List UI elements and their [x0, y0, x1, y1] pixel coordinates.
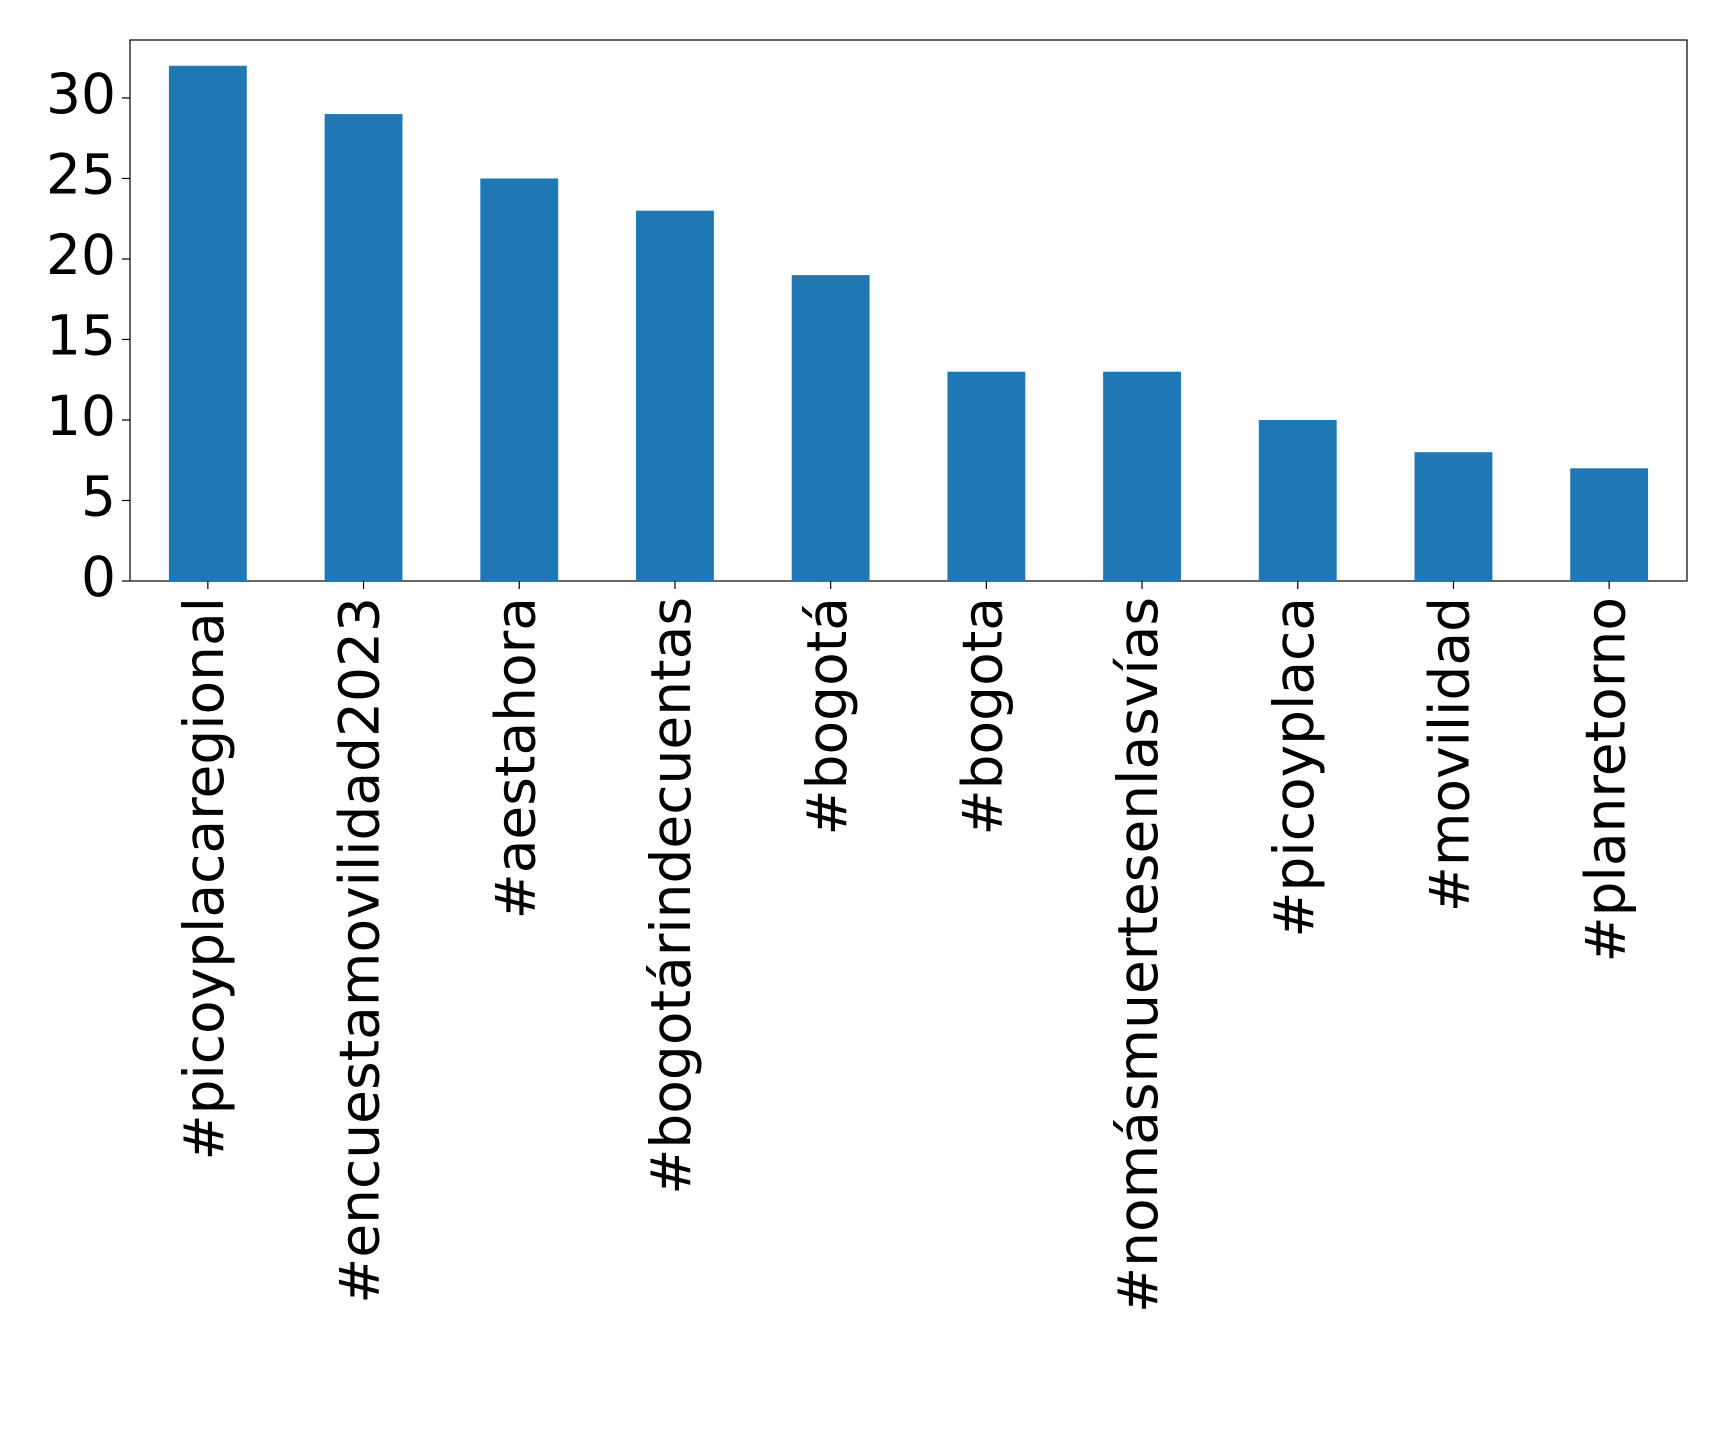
bar: [324, 114, 403, 581]
bar: [1103, 371, 1181, 581]
x-tick-label: #picoyplacaregional: [172, 597, 236, 1160]
y-tick-label: 10: [46, 384, 116, 448]
y-tick-label: 5: [81, 465, 116, 529]
x-tick-label: #picoyplaca: [1262, 597, 1326, 938]
x-tick-label: #movilidad: [1418, 597, 1482, 912]
x-tick-label: #nomásmuertesenlasvías: [1106, 597, 1170, 1313]
bar: [636, 210, 714, 582]
x-tick-label: #aestahora: [483, 597, 547, 919]
y-tick-label: 0: [81, 545, 116, 609]
x-tick-label: #bogota: [950, 597, 1014, 835]
x-tick-label: #bogotá: [795, 597, 859, 835]
x-tick-label: #encuestamovilidad2023: [328, 597, 392, 1304]
bar: [480, 178, 559, 581]
bar: [1570, 468, 1649, 581]
y-tick-label: 20: [46, 223, 116, 287]
y-tick-label: 25: [46, 143, 116, 207]
plot-frame: [129, 39, 1688, 582]
x-tick-label: #bogotárindecuentas: [639, 597, 703, 1195]
bar: [168, 65, 247, 581]
x-tick-label: #planretorno: [1573, 597, 1637, 962]
bar: [1414, 452, 1493, 581]
bar: [791, 275, 870, 581]
bar: [1258, 419, 1337, 581]
bar: [947, 371, 1026, 581]
y-tick-label: 30: [46, 62, 116, 126]
y-tick-label: 15: [46, 304, 116, 368]
